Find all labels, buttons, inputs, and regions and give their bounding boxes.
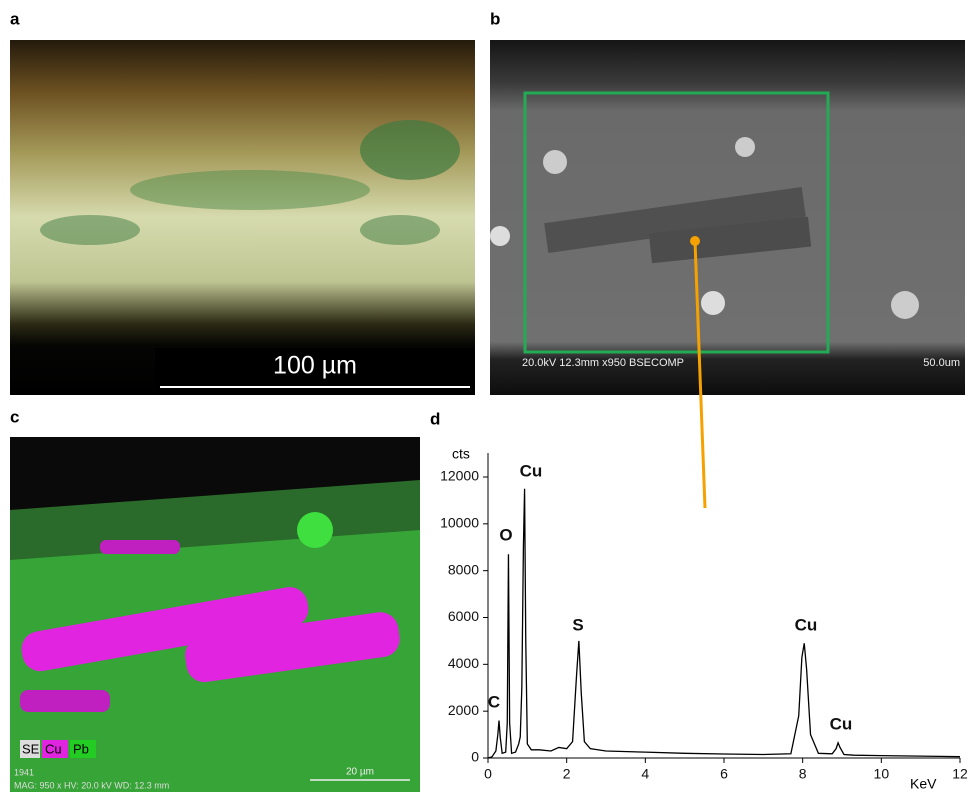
y-axis-label: cts xyxy=(452,446,470,462)
x-axis-label: KeV xyxy=(910,776,937,792)
overlay-text: 20.0kV 12.3mm x950 BSECOMP xyxy=(522,357,684,369)
peak-label: O xyxy=(499,525,512,544)
y-tick-label: 4000 xyxy=(448,655,479,671)
grain xyxy=(701,291,725,315)
pointer-dot xyxy=(690,236,700,246)
figure: a 100 µm b 20.0kV 12.3mm x950 BSECOMP 50… xyxy=(0,0,970,792)
grain xyxy=(891,291,919,319)
peak-label: S xyxy=(572,615,583,634)
grain xyxy=(130,170,370,210)
y-tick-label: 0 xyxy=(471,749,479,765)
panel-label: b xyxy=(490,9,500,28)
x-tick-label: 6 xyxy=(720,766,728,782)
y-tick-label: 6000 xyxy=(448,608,479,624)
scale-label: 20 µm xyxy=(346,767,374,778)
grain xyxy=(543,150,567,174)
peak-label: Cu xyxy=(830,714,853,733)
cu-region xyxy=(20,690,110,712)
cu-region xyxy=(100,540,180,554)
x-tick-label: 4 xyxy=(641,766,649,782)
grain xyxy=(40,215,140,245)
panel-label: d xyxy=(430,409,440,428)
x-tick-label: 2 xyxy=(563,766,571,782)
peak-label: C xyxy=(488,692,500,711)
x-tick-label: 8 xyxy=(799,766,807,782)
peak-label: Cu xyxy=(520,461,543,480)
y-tick-label: 10000 xyxy=(440,515,479,531)
x-tick-label: 10 xyxy=(874,766,890,782)
y-tick-label: 2000 xyxy=(448,702,479,718)
x-tick-label: 0 xyxy=(484,766,492,782)
y-tick-label: 12000 xyxy=(440,468,479,484)
grain xyxy=(735,137,755,157)
panel-label: c xyxy=(10,407,19,426)
spectrum-line xyxy=(488,489,960,758)
info-text: MAG: 950 x HV: 20.0 kV WD: 12.3 mm xyxy=(14,780,169,790)
info-text: 1941 xyxy=(14,767,34,777)
pb-grain xyxy=(297,512,333,548)
legend-label: SE xyxy=(22,741,40,756)
scale-label: 100 µm xyxy=(273,352,357,380)
peak-label: Cu xyxy=(795,615,818,634)
legend-label: Pb xyxy=(73,741,89,756)
grain xyxy=(490,226,510,246)
y-tick-label: 8000 xyxy=(448,561,479,577)
overlay-text: 50.0um xyxy=(923,357,960,369)
panel-label: a xyxy=(10,9,20,28)
x-tick-label: 12 xyxy=(952,766,968,782)
legend-label: Cu xyxy=(45,741,62,756)
grain xyxy=(360,215,440,245)
grain xyxy=(360,120,460,180)
